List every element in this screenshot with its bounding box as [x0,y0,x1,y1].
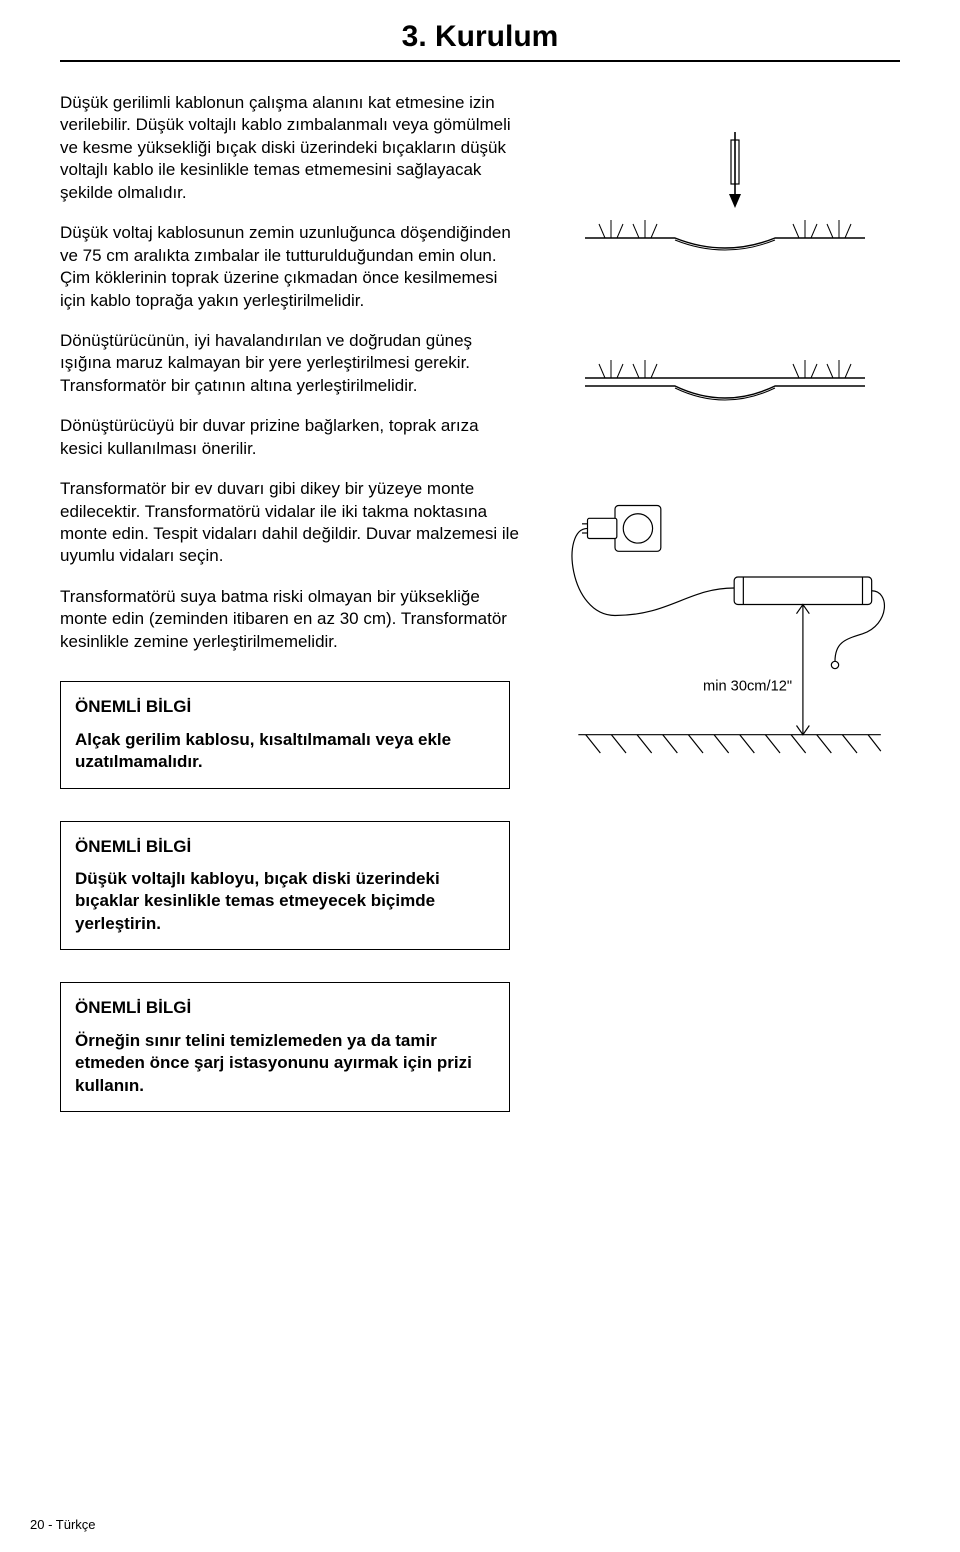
note-body: Örneğin sınır telini temizlemeden ya da … [75,1030,495,1097]
note-title: ÖNEMLİ BİLGİ [75,696,495,718]
paragraph-6: Transformatörü suya batma riski olmayan … [60,586,520,653]
page-title: 3. Kurulum [60,20,900,54]
heading-rule [60,60,900,62]
note-box-2: ÖNEMLİ BİLGİ Düşük voltajlı kabloyu, bıç… [60,821,510,951]
bury-cable-illustration-icon [575,318,875,428]
paragraph-4: Dönüştürücüyü bir duvar prizine bağlarke… [60,415,520,460]
note-body: Alçak gerilim kablosu, kısaltılmamalı ve… [75,729,495,774]
note-box-1: ÖNEMLİ BİLGİ Alçak gerilim kablosu, kısa… [60,681,510,788]
illustration-column: min 30cm/12" [550,92,900,1144]
note-body: Düşük voltajlı kabloyu, bıçak diski üzer… [75,868,495,935]
paragraph-1: Düşük gerilimli kablonun çalışma alanını… [60,92,520,204]
page-footer: 20 - Türkçe [30,1517,96,1532]
min-height-label: min 30cm/12" [703,679,792,695]
wall-mount-illustration-icon: min 30cm/12" [560,478,890,771]
paragraph-2: Düşük voltaj kablosunun zemin uzunluğunc… [60,222,520,312]
text-column: Düşük gerilimli kablonun çalışma alanını… [60,92,520,1144]
paragraph-3: Dönüştürücünün, iyi havalandırılan ve do… [60,330,520,397]
note-box-3: ÖNEMLİ BİLGİ Örneğin sınır telini temizl… [60,982,510,1112]
note-title: ÖNEMLİ BİLGİ [75,997,495,1019]
paragraph-5: Transformatör bir ev duvarı gibi dikey b… [60,478,520,568]
staple-illustration-icon [575,128,875,268]
note-title: ÖNEMLİ BİLGİ [75,836,495,858]
content-columns: Düşük gerilimli kablonun çalışma alanını… [60,92,900,1144]
page: 3. Kurulum Düşük gerilimli kablonun çalı… [0,0,960,1552]
